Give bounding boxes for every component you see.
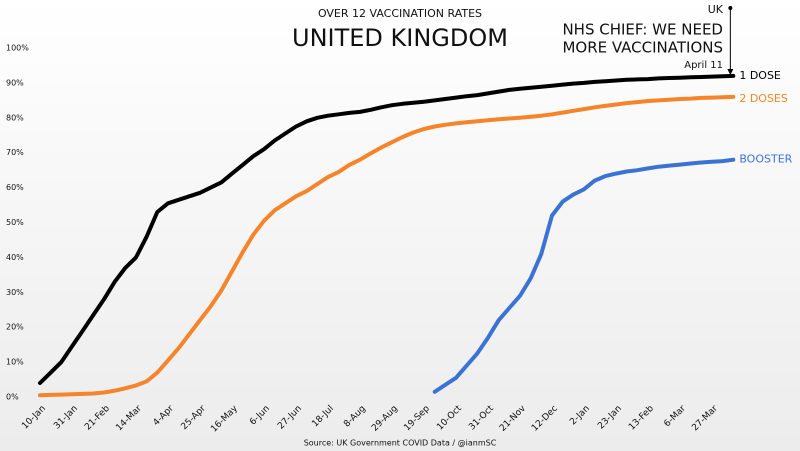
annotation-arrow <box>727 69 734 75</box>
x-tick-label: 23-Jan <box>596 404 624 432</box>
x-tick-label: 12-Dec <box>530 404 560 434</box>
x-tick-label: 6-Jun <box>248 404 272 428</box>
x-tick-label: 21-Feb <box>83 404 112 433</box>
y-tick-label: 90% <box>6 78 24 87</box>
y-tick-label: 80% <box>6 113 24 122</box>
annotation-dot <box>728 6 733 10</box>
x-tick-label: 4-Apr <box>152 404 176 428</box>
x-tick-label: 31-Jan <box>52 404 80 432</box>
x-tick-label: 31-Oct <box>467 403 496 432</box>
y-tick-label: 50% <box>6 218 24 227</box>
x-tick-label: 14-Mar <box>114 404 144 434</box>
series-label: 1 DOSE <box>739 69 781 82</box>
y-tick-label: 100% <box>6 44 29 53</box>
x-tick-label: 27-Jun <box>276 404 304 432</box>
x-tick-label: 8-Aug <box>342 404 368 430</box>
y-tick-label: 70% <box>6 148 24 157</box>
y-tick-label: 60% <box>6 183 24 192</box>
x-tick-label: 19-Sep <box>402 404 432 434</box>
y-tick-label: 0% <box>6 393 19 402</box>
annotation-date: April 11 <box>684 60 723 71</box>
x-tick-label: 6-Mar <box>662 404 688 430</box>
x-tick-label: 21-Nov <box>498 403 528 433</box>
chart-title: UNITED KINGDOM <box>292 24 508 52</box>
series-line <box>38 94 736 398</box>
x-tick-label: 25-Apr <box>180 404 209 433</box>
y-tick-label: 40% <box>6 253 24 262</box>
annotation-text: MORE VACCINATIONS <box>562 39 723 57</box>
x-tick-label: 10-Jan <box>20 404 48 432</box>
y-tick-label: 10% <box>6 358 24 367</box>
x-tick-label: 10-Oct <box>435 403 464 432</box>
x-tick-label: 16-May <box>209 403 240 434</box>
x-tick-label: 29-Aug <box>370 404 400 434</box>
annotation-text: NHS CHIEF: WE NEED <box>562 21 723 39</box>
x-tick-label: 13-Feb <box>627 404 656 433</box>
x-tick-label: 18-Jul <box>310 404 336 430</box>
series-label: 2 DOSES <box>739 92 788 105</box>
series-label: BOOSTER <box>739 153 792 166</box>
series-line <box>432 157 736 394</box>
annotation-region: UK <box>708 3 724 16</box>
source: Source: UK Government COVID Data / @ianm… <box>304 439 497 448</box>
y-tick-label: 30% <box>6 288 24 297</box>
series-line <box>38 73 736 385</box>
chart-subtitle: OVER 12 VACCINATION RATES <box>318 7 482 20</box>
x-tick-label: 2-Jan <box>568 404 592 428</box>
y-tick-label: 20% <box>6 323 24 332</box>
x-tick-label: 27-Mar <box>690 404 720 434</box>
